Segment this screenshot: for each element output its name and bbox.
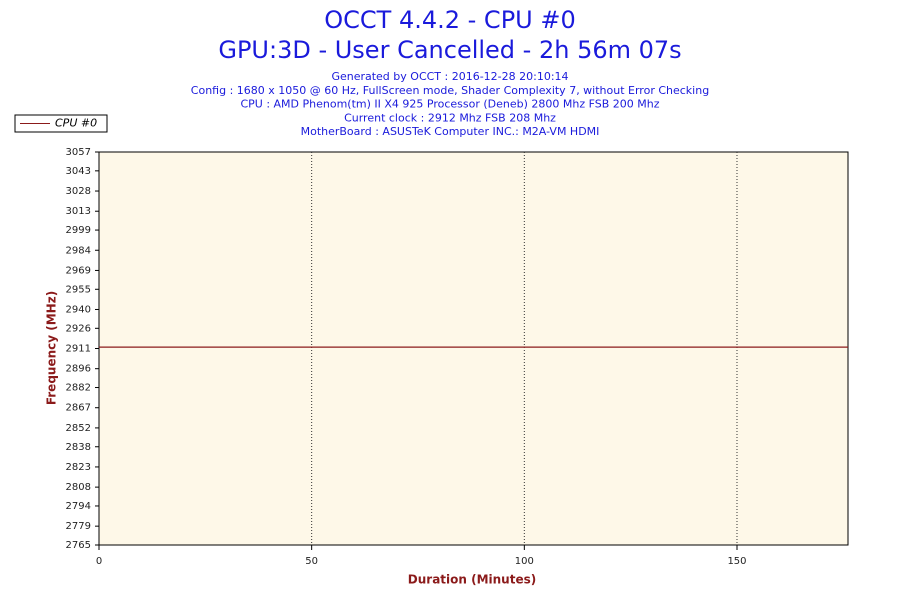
legend-box [14,114,108,133]
y-tick-label: 2867 [66,403,91,414]
y-tick-label: 3028 [66,186,91,197]
y-tick-label: 3043 [66,166,91,177]
chart-subtitle: GPU:3D - User Cancelled - 2h 56m 07s [218,36,681,64]
info-line: CPU : AMD Phenom(tm) II X4 925 Processor… [240,98,659,111]
x-tick-label: 100 [515,556,534,567]
y-tick-label: 2808 [66,482,91,493]
y-tick-label: 2838 [66,442,91,453]
legend-label: CPU #0 [55,117,97,130]
y-tick-label: 2984 [66,245,91,256]
y-tick-label: 2969 [66,265,91,276]
y-tick-label: 2823 [66,462,91,473]
info-line: MotherBoard : ASUSTeK Computer INC.: M2A… [301,125,600,138]
y-tick-label: 2896 [66,364,91,375]
y-tick-label: 2852 [66,423,91,434]
y-tick-label: 2940 [66,304,91,315]
x-axis-label: Duration (Minutes) [408,573,536,587]
y-tick-label: 2765 [66,540,91,551]
y-tick-label: 2999 [66,225,91,236]
info-line: Current clock : 2912 Mhz FSB 208 Mhz [344,111,556,124]
y-tick-label: 3057 [66,147,91,158]
y-tick-label: 2955 [66,284,91,295]
y-tick-label: 2779 [66,521,91,532]
info-line: Config : 1680 x 1050 @ 60 Hz, FullScreen… [191,84,709,97]
x-tick-label: 50 [305,556,318,567]
chart-title: OCCT 4.4.2 - CPU #0 [324,6,575,34]
y-tick-label: 2882 [66,383,91,394]
x-tick-label: 150 [727,556,746,567]
x-tick-label: 0 [96,556,102,567]
y-tick-label: 2926 [66,323,91,334]
y-tick-label: 3013 [66,206,91,217]
y-tick-label: 2911 [66,344,91,355]
y-tick-label: 2794 [66,501,91,512]
y-axis-label: Frequency (MHz) [45,291,59,405]
plot-area [98,151,849,546]
info-line: Generated by OCCT : 2016-12-28 20:10:14 [331,70,568,83]
